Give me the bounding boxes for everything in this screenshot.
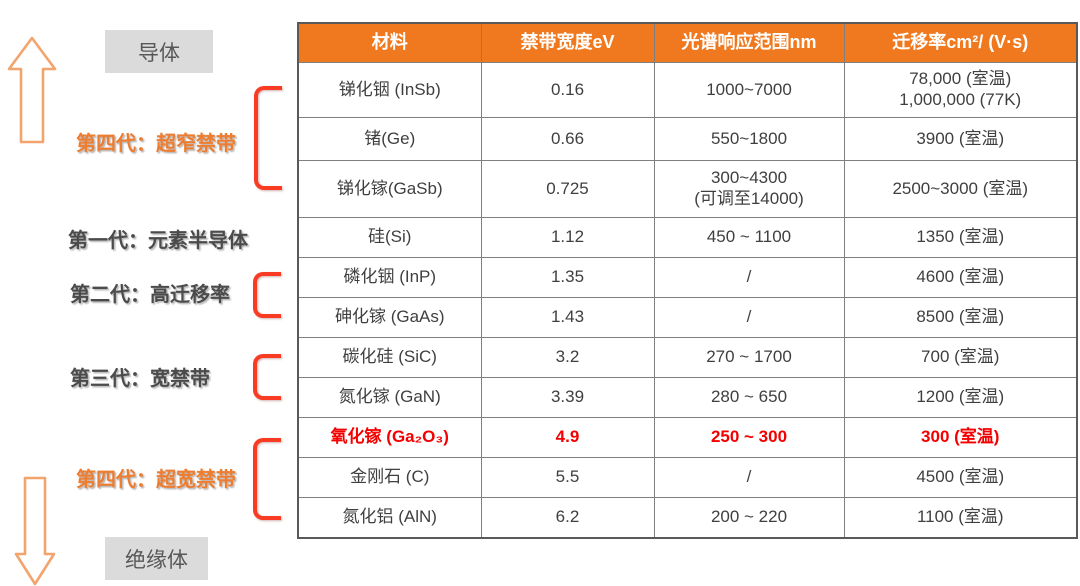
table-row: 金刚石 (C) 5.5 / 4500 (室温): [297, 457, 1078, 498]
table-row: 砷化镓 (GaAs) 1.43 / 8500 (室温): [297, 297, 1078, 338]
conductor-label: 导体: [138, 41, 180, 65]
cell-bandgap: 0.66: [480, 117, 655, 161]
cell-spectral: 300~4300 (可调至14000): [653, 160, 845, 218]
label-gen4-ultra-wide-bandgap: 第四代：超宽禁带: [76, 469, 236, 491]
table-row: 氮化镓 (GaN) 3.39 280 ~ 650 1200 (室温): [297, 377, 1078, 418]
semiconductor-table: 材料 禁带宽度eV 光谱响应范围nm 迁移率cm²/ (V·s) 锑化铟 (In…: [297, 22, 1078, 539]
table-row: 锗(Ge) 0.66 550~1800 3900 (室温): [297, 117, 1078, 161]
cell-material: 金刚石 (C): [297, 457, 482, 498]
cell-mobility: 78,000 (室温) 1,000,000 (77K): [843, 62, 1078, 118]
cell-bandgap: 5.5: [480, 457, 655, 498]
group-bracket-icon: [253, 438, 281, 520]
cell-mobility: 3900 (室温): [843, 117, 1078, 161]
cell-material: 锑化镓(GaSb): [297, 160, 482, 218]
cell-spectral: 250 ~ 300: [653, 417, 845, 458]
cell-mobility: 4600 (室温): [843, 257, 1078, 298]
cell-material: 碳化硅 (SiC): [297, 337, 482, 378]
cell-mobility: 1100 (室温): [843, 497, 1078, 538]
label-gen1-elemental-semiconductor: 第一代：元素半导体: [68, 230, 248, 252]
cell-material: 锑化铟 (InSb): [297, 62, 482, 118]
insulator-label: 绝缘体: [125, 548, 188, 572]
cell-bandgap: 3.39: [480, 377, 655, 418]
header-material: 材料: [297, 22, 482, 63]
cell-bandgap: 4.9: [480, 417, 655, 458]
cell-spectral: 450 ~ 1100: [653, 217, 845, 258]
conductor-label-box: 导体: [105, 30, 213, 73]
cell-bandgap: 1.43: [480, 297, 655, 338]
cell-mobility: 2500~3000 (室温): [843, 160, 1078, 218]
cell-mobility: 8500 (室温): [843, 297, 1078, 338]
cell-material: 硅(Si): [297, 217, 482, 258]
cell-bandgap: 0.725: [480, 160, 655, 218]
label-gen3-wide-bandgap: 第三代：宽禁带: [70, 368, 210, 390]
table-row: 磷化铟 (InP) 1.35 / 4600 (室温): [297, 257, 1078, 298]
label-gen2-high-mobility: 第二代：高迁移率: [70, 284, 230, 306]
insulator-label-box: 绝缘体: [105, 537, 208, 580]
cell-material: 氧化镓 (Ga₂O₃): [297, 417, 482, 458]
table-row-highlighted-ga2o3: 氧化镓 (Ga₂O₃) 4.9 250 ~ 300 300 (室温): [297, 417, 1078, 458]
header-mobility: 迁移率cm²/ (V·s): [843, 22, 1078, 63]
cell-material: 氮化镓 (GaN): [297, 377, 482, 418]
cell-mobility: 300 (室温): [843, 417, 1078, 458]
cell-spectral: 270 ~ 1700: [653, 337, 845, 378]
table-row: 锑化镓(GaSb) 0.725 300~4300 (可调至14000) 2500…: [297, 160, 1078, 218]
cell-material: 氮化铝 (AlN): [297, 497, 482, 538]
group-bracket-icon: [253, 272, 281, 318]
cell-mobility: 1350 (室温): [843, 217, 1078, 258]
cell-spectral: /: [653, 457, 845, 498]
label-gen4-ultra-narrow-bandgap: 第四代：超窄禁带: [76, 133, 236, 155]
cell-bandgap: 1.35: [480, 257, 655, 298]
cell-material: 锗(Ge): [297, 117, 482, 161]
table-row: 锑化铟 (InSb) 0.16 1000~7000 78,000 (室温) 1,…: [297, 62, 1078, 118]
down-arrow-icon: [14, 476, 56, 586]
cell-bandgap: 0.16: [480, 62, 655, 118]
cell-spectral: 280 ~ 650: [653, 377, 845, 418]
table-row: 氮化铝 (AlN) 6.2 200 ~ 220 1100 (室温): [297, 497, 1078, 538]
cell-spectral: /: [653, 297, 845, 338]
cell-spectral: 1000~7000: [653, 62, 845, 118]
cell-spectral: 200 ~ 220: [653, 497, 845, 538]
cell-material: 磷化铟 (InP): [297, 257, 482, 298]
group-bracket-icon: [253, 354, 281, 400]
table-row: 碳化硅 (SiC) 3.2 270 ~ 1700 700 (室温): [297, 337, 1078, 378]
cell-material: 砷化镓 (GaAs): [297, 297, 482, 338]
table-row: 硅(Si) 1.12 450 ~ 1100 1350 (室温): [297, 217, 1078, 258]
header-bandgap: 禁带宽度eV: [480, 22, 655, 63]
cell-mobility: 700 (室温): [843, 337, 1078, 378]
cell-bandgap: 6.2: [480, 497, 655, 538]
cell-mobility: 1200 (室温): [843, 377, 1078, 418]
cell-bandgap: 1.12: [480, 217, 655, 258]
cell-spectral: /: [653, 257, 845, 298]
cell-spectral: 550~1800: [653, 117, 845, 161]
group-bracket-icon: [254, 86, 282, 190]
cell-mobility: 4500 (室温): [843, 457, 1078, 498]
header-spectral-range: 光谱响应范围nm: [653, 22, 845, 63]
cell-bandgap: 3.2: [480, 337, 655, 378]
up-arrow-icon: [7, 36, 57, 144]
table-header-row: 材料 禁带宽度eV 光谱响应范围nm 迁移率cm²/ (V·s): [297, 22, 1078, 63]
